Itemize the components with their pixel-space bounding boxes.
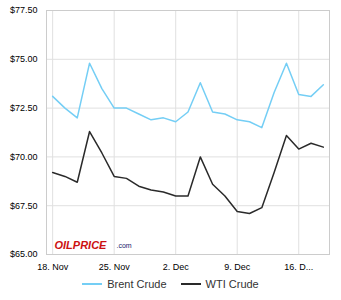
svg-text:9. Dec: 9. Dec: [224, 262, 251, 272]
svg-text:$77.50: $77.50: [10, 5, 38, 15]
svg-text:18. Nov: 18. Nov: [37, 262, 69, 272]
svg-text:$67.50: $67.50: [10, 201, 38, 211]
html-text:Brent Crude: Brent Crude: [107, 278, 167, 290]
svg-text:$65.00: $65.00: [10, 249, 38, 259]
svg-text:.com: .com: [117, 242, 132, 249]
svg-text:25. Nov: 25. Nov: [99, 262, 131, 272]
svg-text:OILPRICE: OILPRICE: [55, 239, 108, 251]
svg-text:$70.00: $70.00: [10, 152, 38, 162]
svg-text:$75.00: $75.00: [10, 54, 38, 64]
html-text:WTI Crude: WTI Crude: [205, 278, 259, 290]
svg-text:$72.50: $72.50: [10, 103, 38, 113]
svg-text:16. D...: 16. D...: [284, 262, 313, 272]
svg-text:2. Dec: 2. Dec: [163, 262, 190, 272]
